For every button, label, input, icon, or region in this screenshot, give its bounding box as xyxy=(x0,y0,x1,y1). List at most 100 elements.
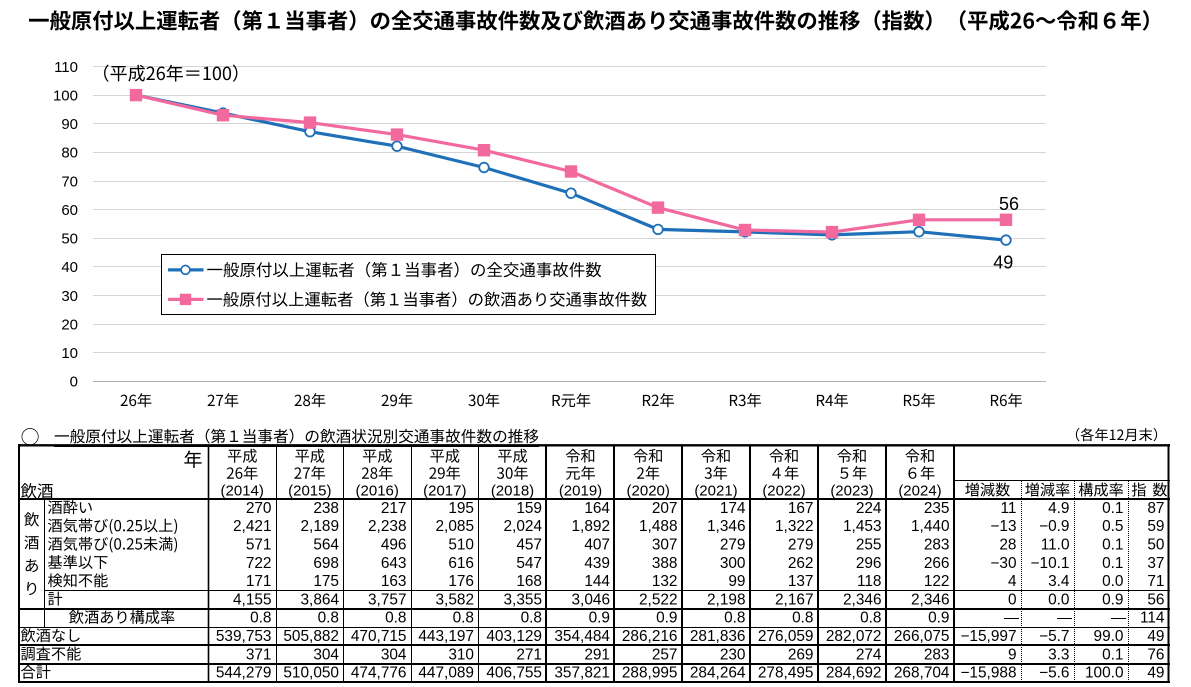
svg-text:28: 28 xyxy=(999,537,1016,554)
svg-text:539,753: 539,753 xyxy=(216,628,272,645)
svg-text:(2024): (2024) xyxy=(898,482,941,499)
svg-text:291: 291 xyxy=(584,646,610,663)
svg-text:300: 300 xyxy=(720,555,746,572)
svg-text:110: 110 xyxy=(54,59,78,76)
svg-text:−5.6: −5.6 xyxy=(1039,665,1069,682)
svg-text:388: 388 xyxy=(652,555,678,572)
svg-text:698: 698 xyxy=(313,555,339,572)
svg-text:207: 207 xyxy=(652,500,678,517)
svg-text:2,085: 2,085 xyxy=(435,518,474,535)
svg-text:10: 10 xyxy=(61,345,78,362)
svg-text:0.8: 0.8 xyxy=(521,610,542,627)
svg-text:−15,997: −15,997 xyxy=(960,628,1016,645)
svg-text:470,715: 470,715 xyxy=(351,628,407,645)
svg-text:30: 30 xyxy=(61,288,78,305)
svg-text:49: 49 xyxy=(1147,628,1164,645)
svg-text:0.8: 0.8 xyxy=(318,610,339,627)
svg-text:235: 235 xyxy=(924,500,950,517)
svg-text:0.8: 0.8 xyxy=(250,610,271,627)
svg-text:(2017): (2017) xyxy=(423,482,466,499)
svg-text:60: 60 xyxy=(61,202,78,219)
svg-text:0.9: 0.9 xyxy=(589,610,610,627)
svg-text:(2014): (2014) xyxy=(221,482,264,499)
svg-text:118: 118 xyxy=(857,573,882,590)
svg-text:168: 168 xyxy=(516,573,542,590)
svg-text:447,089: 447,089 xyxy=(418,665,474,682)
svg-text:505,882: 505,882 xyxy=(283,628,339,645)
svg-text:40: 40 xyxy=(61,259,78,276)
svg-text:354,484: 354,484 xyxy=(554,628,610,645)
svg-text:175: 175 xyxy=(313,573,339,590)
svg-text:474,776: 474,776 xyxy=(351,665,407,682)
svg-text:0.5: 0.5 xyxy=(1102,518,1123,535)
svg-text:−15,988: −15,988 xyxy=(960,665,1016,682)
svg-text:288,995: 288,995 xyxy=(622,665,678,682)
svg-text:0: 0 xyxy=(70,374,78,391)
svg-text:176: 176 xyxy=(448,573,474,590)
svg-text:2,346: 2,346 xyxy=(911,591,950,608)
svg-text:284,692: 284,692 xyxy=(826,665,882,682)
svg-text:0.1: 0.1 xyxy=(1102,537,1123,554)
svg-text:37: 37 xyxy=(1147,555,1164,572)
svg-text:1,322: 1,322 xyxy=(775,518,814,535)
svg-text:571: 571 xyxy=(246,537,272,554)
svg-text:304: 304 xyxy=(313,646,339,663)
svg-text:50: 50 xyxy=(61,231,78,248)
svg-text:50: 50 xyxy=(1147,537,1164,554)
svg-text:76: 76 xyxy=(1147,646,1164,663)
svg-text:547: 547 xyxy=(516,555,542,572)
svg-text:164: 164 xyxy=(584,500,610,517)
svg-text:(2016): (2016) xyxy=(356,482,399,499)
svg-text:281,836: 281,836 xyxy=(690,628,746,645)
svg-text:439: 439 xyxy=(584,555,610,572)
svg-text:270: 270 xyxy=(246,500,272,517)
svg-text:3.3: 3.3 xyxy=(1048,646,1069,663)
svg-text:9: 9 xyxy=(1008,646,1017,663)
svg-text:282,072: 282,072 xyxy=(826,628,882,645)
svg-text:0.9: 0.9 xyxy=(1102,591,1123,608)
svg-text:279: 279 xyxy=(788,537,814,554)
svg-text:(2023): (2023) xyxy=(830,482,873,499)
svg-text:4.9: 4.9 xyxy=(1048,500,1069,517)
svg-text:564: 564 xyxy=(313,537,339,554)
svg-text:510: 510 xyxy=(448,537,474,554)
svg-text:407: 407 xyxy=(584,537,610,554)
svg-text:357,821: 357,821 xyxy=(554,665,610,682)
svg-text:0.8: 0.8 xyxy=(792,610,813,627)
svg-text:616: 616 xyxy=(448,555,474,572)
svg-text:286,216: 286,216 xyxy=(622,628,678,645)
svg-text:132: 132 xyxy=(652,573,678,590)
svg-text:643: 643 xyxy=(381,555,407,572)
svg-text:4: 4 xyxy=(1008,573,1017,590)
svg-text:0.8: 0.8 xyxy=(453,610,474,627)
svg-text:1,453: 1,453 xyxy=(843,518,882,535)
svg-text:278,495: 278,495 xyxy=(758,665,814,682)
svg-text:268,704: 268,704 xyxy=(894,665,950,682)
svg-text:0.8: 0.8 xyxy=(724,610,745,627)
svg-text:(2018): (2018) xyxy=(491,482,534,499)
svg-text:144: 144 xyxy=(584,573,610,590)
svg-text:71: 71 xyxy=(1147,573,1164,590)
svg-text:0.9: 0.9 xyxy=(928,610,949,627)
svg-text:−10.1: −10.1 xyxy=(1031,555,1070,572)
svg-text:0: 0 xyxy=(1008,591,1017,608)
svg-text:2,421: 2,421 xyxy=(233,518,272,535)
svg-text:2,198: 2,198 xyxy=(707,591,746,608)
svg-text:87: 87 xyxy=(1147,500,1164,517)
svg-text:0.0: 0.0 xyxy=(1048,591,1069,608)
svg-text:—: — xyxy=(1111,610,1126,627)
svg-text:230: 230 xyxy=(720,646,746,663)
svg-text:90: 90 xyxy=(61,116,78,133)
svg-text:0.1: 0.1 xyxy=(1102,646,1123,663)
svg-text:2,522: 2,522 xyxy=(639,591,678,608)
svg-text:283: 283 xyxy=(924,646,950,663)
svg-text:167: 167 xyxy=(788,500,814,517)
svg-text:406,755: 406,755 xyxy=(486,665,542,682)
svg-text:174: 174 xyxy=(720,500,746,517)
svg-text:0.9: 0.9 xyxy=(656,610,677,627)
svg-text:722: 722 xyxy=(246,555,272,572)
svg-text:262: 262 xyxy=(788,555,814,572)
svg-text:20: 20 xyxy=(61,316,78,333)
svg-text:0.1: 0.1 xyxy=(1102,555,1123,572)
svg-text:−30: −30 xyxy=(990,555,1016,572)
